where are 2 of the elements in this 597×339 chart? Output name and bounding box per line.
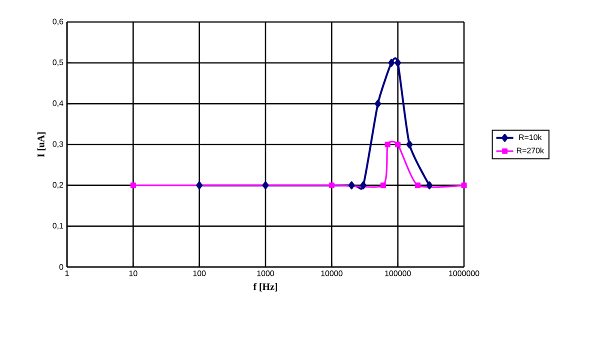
x-axis-title: f [Hz]	[253, 283, 278, 292]
y-axis-title: I [uA]	[37, 132, 46, 158]
